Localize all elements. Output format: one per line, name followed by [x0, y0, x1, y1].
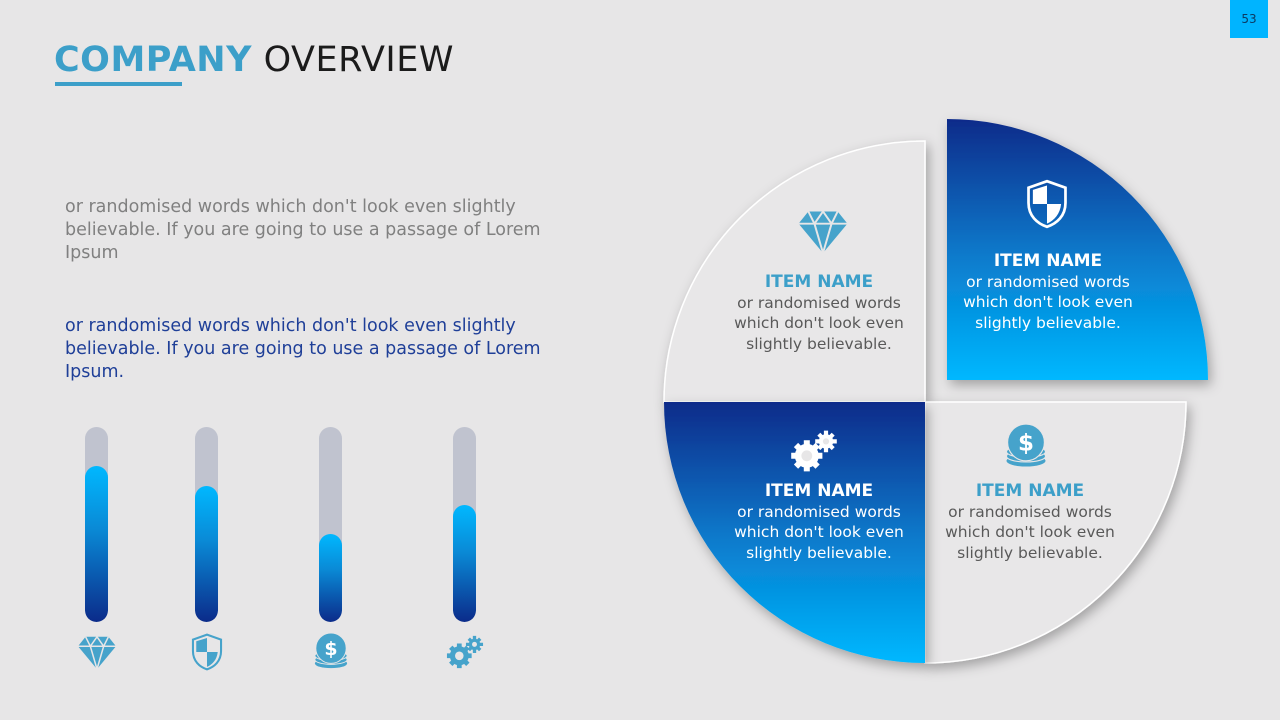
quadrant-top-right [947, 119, 1208, 380]
progress-bar-fill [195, 485, 218, 622]
page-number: 53 [1230, 0, 1268, 38]
item-text: or randomised words which don't look eve… [963, 272, 1133, 332]
paragraph-blue: or randomised words which don't look eve… [65, 316, 541, 382]
quadrant-text-bottom-left: ITEM NAME or randomised words which don't… [719, 481, 919, 563]
item-name: ITEM NAME [975, 481, 1085, 501]
quadrant-text-top-right: ITEM NAME or randomised words which don't… [948, 251, 1148, 333]
quadrant-top-left [663, 140, 926, 403]
item-name: ITEM NAME [993, 251, 1103, 271]
title-part2: OVERVIEW [263, 40, 454, 80]
coins-icon [1005, 424, 1047, 468]
page-title: COMPANY OVERVIEW [54, 40, 454, 80]
paragraph-gray: or randomised words which don't look eve… [65, 197, 541, 263]
progress-bar [453, 427, 476, 622]
quadrant-text-bottom-right: ITEM NAME or randomised words which don't… [930, 481, 1130, 563]
quadrant-bottom-right [924, 401, 1187, 664]
progress-bar [85, 427, 108, 622]
item-text: or randomised words which don't look eve… [945, 502, 1115, 562]
item-name: ITEM NAME [764, 272, 874, 292]
progress-bar [319, 427, 342, 622]
progress-bar-fill [319, 534, 342, 622]
item-text: or randomised words which don't look eve… [734, 502, 904, 562]
progress-bar [195, 427, 218, 622]
quadrant-text-top-left: ITEM NAME or randomised words which don't… [719, 272, 919, 354]
item-text: or randomised words which don't look eve… [734, 293, 904, 353]
title-part1: COMPANY [54, 40, 252, 80]
progress-bar-fill [453, 505, 476, 622]
quadrant-bottom-left [664, 402, 925, 663]
title-underline [55, 82, 182, 86]
item-name: ITEM NAME [764, 481, 874, 501]
progress-bar-fill [85, 466, 108, 622]
